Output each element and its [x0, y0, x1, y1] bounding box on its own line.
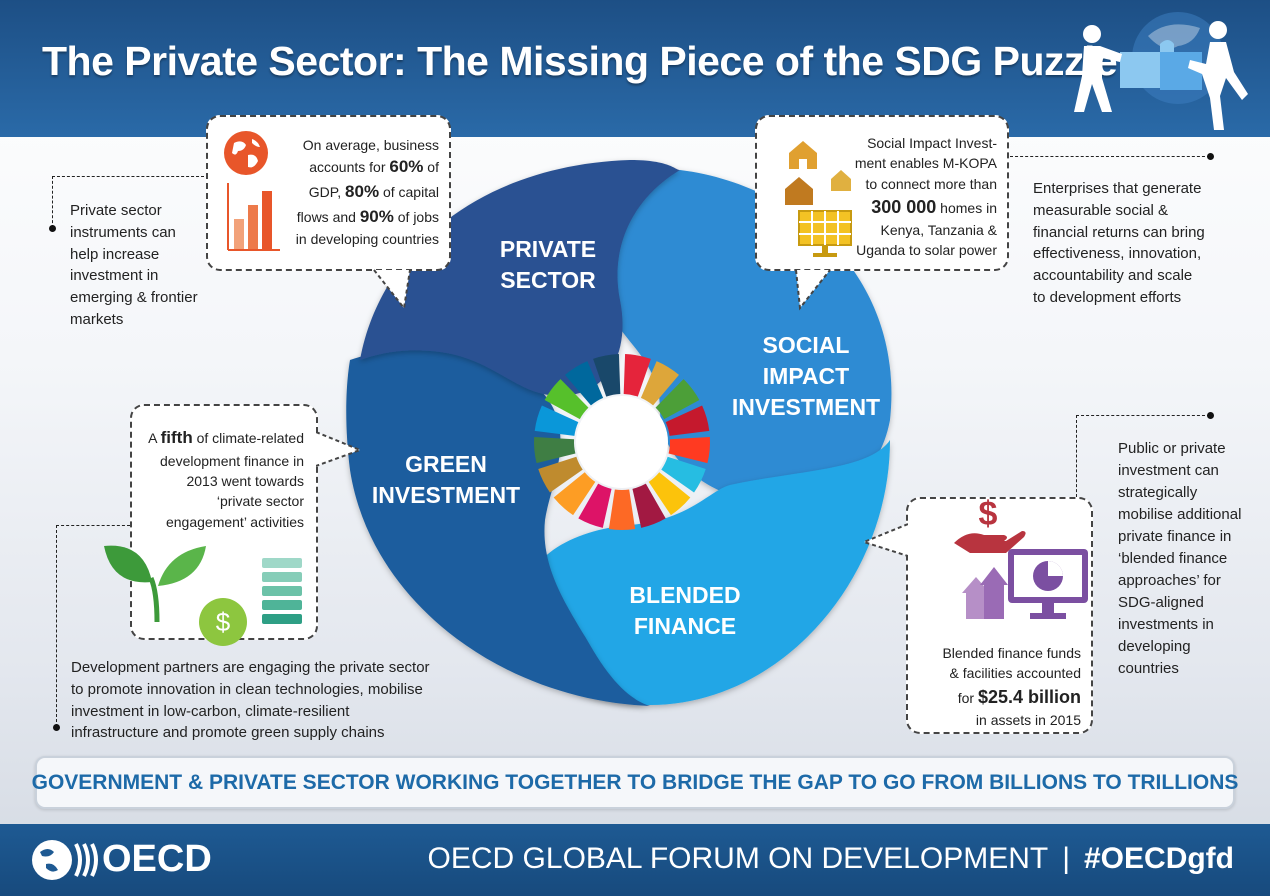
- connector-private-vertical: [52, 176, 53, 228]
- callout-green-line4: ‘private sector: [216, 493, 304, 510]
- growth-arrows-icon: [962, 567, 1008, 619]
- sdg-wheel-segment: [661, 456, 706, 493]
- bottom-banner: GOVERNMENT & PRIVATE SECTOR WORKING TOGE…: [32, 756, 1238, 809]
- note-social-impact: Enterprises that generate measurable soci…: [1033, 180, 1205, 306]
- callout-social-impact: Social Impact Invest- ment enables M-KOP…: [755, 115, 1009, 271]
- footer-bar: [0, 824, 1270, 896]
- sdg-wheel-segment: [544, 379, 589, 420]
- sdg-wheel-segment: [655, 379, 700, 420]
- page-title: The Private Sector: The Missing Piece of…: [42, 38, 1118, 84]
- hand-dollar-icon: $: [954, 495, 1026, 553]
- callout-blended-line2: & facilities accounted: [949, 665, 1081, 682]
- oecd-logo-icon: [32, 840, 98, 880]
- callout-private-line2: accounts for 60% of: [309, 157, 439, 177]
- callout-private-line5: in developing countries: [295, 231, 439, 248]
- forum-separator: |: [1062, 842, 1070, 875]
- callout-social-line1: Social Impact Invest-: [867, 135, 997, 151]
- sdg-wheel: [534, 354, 710, 530]
- svg-text:$: $: [979, 495, 998, 533]
- connector-blended-dot: [1207, 412, 1214, 419]
- sdg-wheel-segment: [553, 472, 596, 516]
- sdg-wheel-segment: [632, 483, 666, 528]
- segment-label-social-2: IMPACT: [763, 363, 849, 389]
- callout-social-line2: ment enables M-KOPA: [854, 155, 997, 172]
- connector-social-dot: [1207, 153, 1214, 160]
- segment-private-sector: [360, 160, 680, 396]
- connector-blended-vertical: [1076, 415, 1077, 497]
- callout-blended-line3: for $25.4 billion: [957, 686, 1081, 707]
- monitor-pie-chart-icon: [1008, 549, 1088, 619]
- sdg-wheel-segment: [593, 354, 621, 397]
- sdg-wheel-segment: [534, 436, 576, 464]
- solar-panel-icon: [798, 210, 852, 257]
- connector-green-vertical: [56, 525, 57, 727]
- sdg-wheel-segment: [668, 436, 710, 464]
- sdg-wheel-segment: [534, 405, 579, 436]
- connector-green-dot: [53, 724, 60, 731]
- sdg-wheel-segment: [623, 354, 651, 397]
- sdg-wheel-center: [576, 396, 668, 488]
- callout-blended-finance: $ Blended finance funds & facilities acc…: [906, 495, 1093, 734]
- connector-private-horizontal: [52, 176, 204, 177]
- segment-label-blended-2: FINANCE: [634, 613, 736, 639]
- callout-green-line3: 2013 went towards: [186, 472, 304, 489]
- segment-label-green-2: INVESTMENT: [372, 482, 520, 508]
- segment-label-private-2: SECTOR: [500, 267, 596, 293]
- house-icon: [785, 141, 851, 205]
- connector-social-horizontal: [1010, 156, 1210, 157]
- connector-blended-horizontal: [1076, 415, 1210, 416]
- callout-social-pointer: [795, 269, 831, 311]
- note-green-investment: Development partners are engaging the pr…: [71, 659, 430, 742]
- callout-green-investment: A fifth of climate-related development f…: [104, 404, 318, 646]
- callout-private-line4: flows and 90% of jobs: [296, 206, 439, 226]
- note-blended-finance: Public or private investment can strategic…: [1118, 440, 1242, 678]
- connector-private-dot: [49, 225, 56, 232]
- connector-green-horizontal: [56, 525, 130, 526]
- forum-hashtag: #OECDgfd: [1084, 842, 1234, 875]
- callout-private-line1: On average, business: [302, 137, 439, 153]
- sdg-wheel-segment: [578, 483, 612, 528]
- sdg-wheel-segment: [665, 405, 710, 436]
- callout-private-line3: GDP, 80% of capital: [308, 181, 439, 201]
- callout-social-line4: 300 000 homes in: [871, 196, 997, 217]
- header-banner: [0, 0, 1270, 137]
- callout-private-sector: On average, business accounts for 60% of…: [206, 115, 451, 271]
- sdg-wheel-segment: [565, 361, 604, 406]
- sdg-wheel-segment: [640, 361, 679, 406]
- callout-green-pointer: [316, 431, 362, 467]
- callout-green-line5: engagement’ activities: [165, 513, 304, 530]
- callout-blended-pointer: [862, 523, 908, 557]
- globe-icon: [224, 131, 268, 175]
- bar-chart-icon: [227, 183, 280, 251]
- oecd-logo-text: OECD: [102, 838, 212, 880]
- callout-private-pointer: [373, 269, 411, 311]
- segment-label-social-1: SOCIAL: [763, 332, 850, 358]
- seedling-icon: [104, 545, 206, 623]
- sdg-wheel-segment: [648, 472, 691, 516]
- callout-blended-line1: Blended finance funds: [942, 645, 1081, 661]
- callout-social-line3: to connect more than: [865, 175, 997, 192]
- money-stack-icon: [262, 558, 302, 624]
- callout-green-line2: development finance in: [160, 452, 304, 469]
- segment-blended-finance: [519, 440, 890, 705]
- sdg-wheel-segment: [608, 489, 636, 530]
- svg-text:$: $: [216, 607, 231, 637]
- callout-social-line6: Uganda to solar power: [856, 242, 997, 259]
- sdg-wheel-segment: [538, 456, 583, 493]
- callout-green-line1: A fifth of climate-related: [148, 428, 304, 447]
- segment-label-social-3: INVESTMENT: [732, 394, 880, 420]
- segment-label-blended-1: BLENDED: [629, 582, 740, 608]
- segment-label-green-1: GREEN: [405, 451, 487, 477]
- callout-blended-line4: in assets in 2015: [975, 711, 1081, 728]
- dollar-coin-icon: $: [199, 598, 247, 646]
- segment-green-investment: [346, 348, 650, 706]
- forum-title: OECD GLOBAL FORUM ON DEVELOPMENT | #OECDgf…: [428, 842, 1234, 876]
- segment-label-private-1: PRIVATE: [500, 236, 596, 262]
- note-private-sector: Private sector instruments can help increa…: [70, 202, 198, 328]
- people-with-globe-puzzle-icon: [1074, 12, 1248, 130]
- callout-social-line5: Kenya, Tanzania &: [880, 221, 998, 238]
- forum-name: OECD GLOBAL FORUM ON DEVELOPMENT: [427, 842, 1049, 875]
